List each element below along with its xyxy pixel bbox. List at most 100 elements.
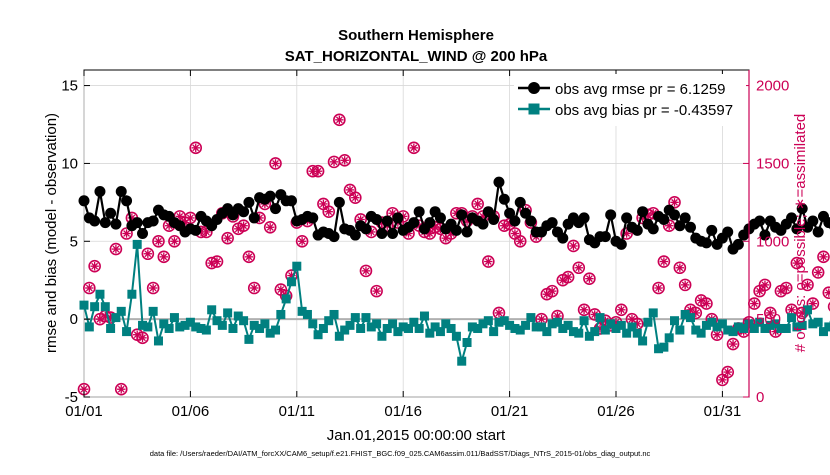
bias-point bbox=[463, 338, 472, 347]
bias-point bbox=[207, 305, 216, 314]
rmse-point bbox=[371, 214, 382, 225]
rmse-point bbox=[376, 228, 387, 239]
obs-assimilated-marker bbox=[825, 288, 830, 296]
obs-assimilated-marker bbox=[223, 234, 231, 242]
obs-assimilated-marker bbox=[250, 284, 258, 292]
obs-assimilated-marker bbox=[330, 158, 338, 166]
y-tick-label-right: 1500 bbox=[756, 155, 789, 172]
bias-point bbox=[80, 301, 89, 310]
rmse-point bbox=[286, 195, 297, 206]
bias-point bbox=[330, 310, 339, 319]
bias-point bbox=[415, 324, 424, 333]
y-tick-label-left: 10 bbox=[61, 155, 78, 172]
bias-point bbox=[361, 313, 370, 322]
rmse-point bbox=[813, 226, 824, 237]
obs-assimilated-marker bbox=[340, 156, 348, 164]
bias-point bbox=[377, 332, 386, 341]
rmse-point bbox=[329, 231, 340, 242]
bias-point bbox=[117, 307, 126, 316]
obs-assimilated-marker bbox=[702, 299, 710, 307]
rmse-point bbox=[557, 233, 568, 244]
bias-point bbox=[649, 308, 658, 317]
rmse-point bbox=[243, 197, 254, 208]
rmse-point bbox=[525, 216, 536, 227]
bias-point bbox=[228, 324, 237, 333]
x-tick-label: 01/06 bbox=[172, 403, 210, 420]
rmse-point bbox=[121, 195, 132, 206]
bias-point bbox=[633, 329, 642, 338]
rmse-point bbox=[110, 219, 121, 230]
bias-point bbox=[574, 329, 583, 338]
y-axis-label-right: # of obs: o=possible; ∗=assimilated bbox=[792, 114, 809, 353]
obs-assimilated-marker bbox=[266, 223, 274, 231]
rmse-point bbox=[116, 186, 127, 197]
bias-point bbox=[670, 316, 679, 325]
rmse-point bbox=[94, 186, 105, 197]
rmse-point bbox=[408, 217, 419, 228]
obs-assimilated-marker bbox=[85, 284, 93, 292]
bias-point bbox=[346, 321, 355, 330]
obs-assimilated-marker bbox=[537, 315, 545, 323]
bias-point bbox=[106, 324, 115, 333]
rmse-point bbox=[451, 225, 462, 236]
rmse-point bbox=[132, 217, 143, 228]
obs-assimilated-marker bbox=[729, 340, 737, 348]
rmse-point bbox=[238, 206, 249, 217]
chart-title: Southern Hemisphere bbox=[338, 27, 494, 44]
bias-point bbox=[95, 290, 104, 299]
bias-point bbox=[122, 327, 131, 336]
obs-assimilated-marker bbox=[138, 334, 146, 342]
bias-point bbox=[665, 333, 674, 342]
obs-assimilated-marker bbox=[724, 368, 732, 376]
obs-assimilated-marker bbox=[90, 262, 98, 270]
obs-assimilated-marker bbox=[676, 264, 684, 272]
y-axis-label-left: rmse and bias (model - observation) bbox=[43, 113, 60, 353]
bias-point bbox=[388, 319, 397, 328]
bias-point bbox=[260, 319, 269, 328]
obs-assimilated-marker bbox=[681, 281, 689, 289]
obs-assimilated-marker bbox=[372, 287, 380, 295]
bias-point bbox=[271, 326, 280, 335]
rmse-point bbox=[499, 194, 510, 205]
x-tick-label: 01/31 bbox=[704, 403, 742, 420]
bias-point bbox=[824, 322, 830, 331]
bias-point bbox=[675, 326, 684, 335]
obs-assimilated-marker bbox=[782, 284, 790, 292]
bias-point bbox=[90, 302, 99, 311]
rmse-point bbox=[637, 206, 648, 217]
rmse-point bbox=[621, 212, 632, 223]
y-tick-label-left: 15 bbox=[61, 78, 78, 95]
y-tick-label-left: 0 bbox=[70, 311, 78, 328]
rmse-point bbox=[600, 231, 611, 242]
obs-assimilated-marker bbox=[245, 253, 253, 261]
rmse-point bbox=[105, 208, 116, 219]
obs-assimilated-marker bbox=[160, 253, 168, 261]
bias-point bbox=[542, 327, 551, 336]
rmse-point bbox=[360, 223, 371, 234]
obs-assimilated-marker bbox=[298, 237, 306, 245]
bias-point bbox=[489, 327, 498, 336]
bias-point bbox=[814, 318, 823, 327]
rmse-point bbox=[658, 214, 669, 225]
rmse-point bbox=[616, 239, 627, 250]
rmse-point bbox=[509, 216, 520, 227]
y-tick-label-right: 1000 bbox=[756, 233, 789, 250]
obs-assimilated-marker bbox=[149, 284, 157, 292]
rmse-point bbox=[680, 212, 691, 223]
bias-point bbox=[165, 324, 174, 333]
obs-assimilated-marker bbox=[750, 299, 758, 307]
bias-point bbox=[356, 324, 365, 333]
obs-assimilated-marker bbox=[314, 167, 322, 175]
rmse-point bbox=[148, 216, 159, 227]
bias-point bbox=[521, 321, 530, 330]
obs-assimilated-marker bbox=[410, 144, 418, 152]
obs-assimilated-marker bbox=[192, 144, 200, 152]
bias-point bbox=[686, 313, 695, 322]
x-tick-label: 01/11 bbox=[279, 403, 315, 420]
obs-assimilated-marker bbox=[585, 274, 593, 282]
rmse-point bbox=[79, 195, 90, 206]
x-axis-label: Jan.01,2015 00:00:00 start bbox=[327, 427, 506, 444]
bias-point bbox=[85, 322, 94, 331]
